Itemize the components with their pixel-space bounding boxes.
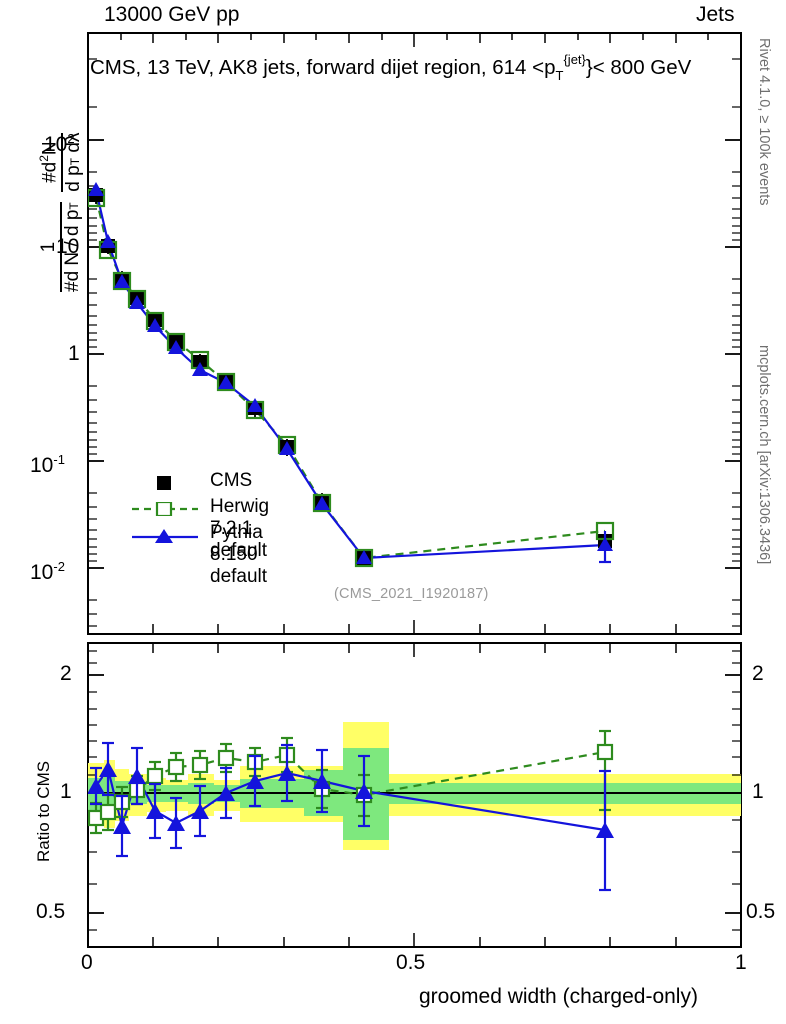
xtick-1: 1 [735,951,747,974]
main-ytick-10: 10 [56,235,80,258]
xaxis-label: groomed width (charged-only) [419,985,698,1008]
main-ytick-100: 102 [44,131,75,156]
legend-swatch-cms [157,476,171,490]
main-xaxis-bottom-ticks [87,620,742,634]
header-left-beam: 13000 GeV pp [104,3,240,26]
legend-label-herwig: Herwig 7.2.1 default [210,496,270,561]
ratio-ytick-2-right: 2 [752,662,764,685]
xtick-0p5: 0.5 [396,951,426,974]
main-ytick-1: 1 [68,342,80,365]
ratio-ytick-1-right: 1 [752,780,764,803]
plot-title-sup: {jet} [563,52,586,67]
ratio-ytick-1-left: 1 [60,780,72,803]
main-xaxis-top-ticks [87,33,742,47]
header-right-category: Jets [696,3,735,26]
main-ytick-0p01: 10-2 [30,559,65,584]
legend-swatch-herwig [132,502,198,516]
ratio-xaxis-ticks [87,643,742,947]
ratio-ytick-2-left: 2 [60,662,72,685]
ratio-markers-herwig [88,743,614,827]
legend-label-pythia: Pythia 8.150 default [210,522,268,587]
ratio-errorbars-pythia [90,741,611,892]
analysis-id-watermark: (CMS_2021_I1920187) [334,586,489,602]
main-data-group [88,182,615,568]
ratio-data-group [88,729,614,892]
plot-title-pre: CMS, 13 TeV, AK8 jets, forward dijet reg… [90,56,556,79]
main-yaxis-minor-ticks [88,58,741,627]
plot-title-sub: T [555,68,564,83]
ratio-yaxis-major-ticks [88,674,741,914]
ratio-ytick-0p5-right: 0.5 [746,900,776,923]
ratio-markers-pythia [88,761,614,838]
xtick-0: 0 [81,951,93,974]
main-ytick-0p1: 10-1 [30,452,65,477]
plot-title-post: }< 800 GeV [585,56,692,79]
legend-swatch-pythia [132,529,198,543]
ratio-ylabel: Ratio to CMS [34,760,53,862]
plot-title: CMS, 13 TeV, AK8 jets, forward dijet reg… [90,52,692,83]
legend-label-cms: CMS [210,470,253,491]
series-markers-pythia [88,182,613,564]
ratio-ytick-0p5-left: 0.5 [36,900,66,923]
